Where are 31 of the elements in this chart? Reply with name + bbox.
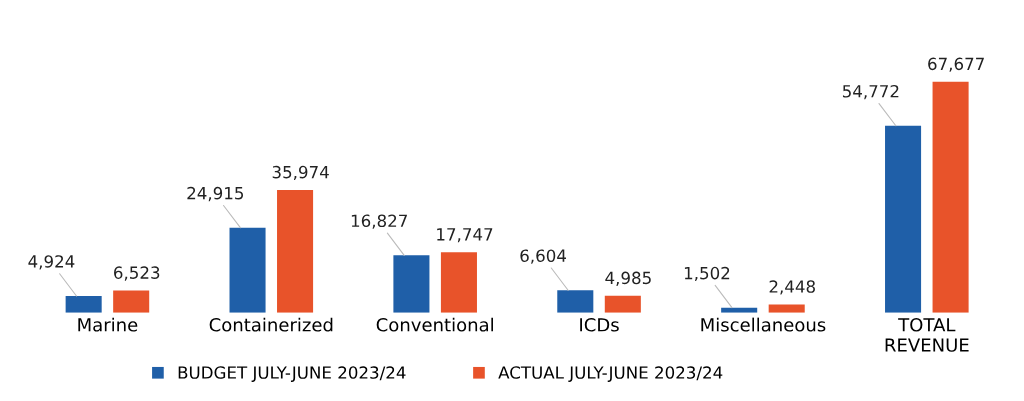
bar xyxy=(604,295,641,313)
x-tick-label: TOTAL REVENUE xyxy=(885,317,969,352)
bar xyxy=(65,295,102,313)
data-label: 67,677 xyxy=(928,57,984,72)
legend-label: ACTUAL JULY-JUNE 2023/24 xyxy=(498,366,723,382)
bar xyxy=(393,255,430,313)
data-label: 54,772 xyxy=(842,84,899,100)
bar xyxy=(932,81,969,313)
data-label: 16,827 xyxy=(351,214,407,229)
x-tick-label: Containerized xyxy=(209,317,333,332)
x-tick-label: Miscellaneous xyxy=(701,317,826,332)
data-label: 1,502 xyxy=(684,266,730,282)
bar xyxy=(113,290,150,313)
data-label: 4,924 xyxy=(28,255,75,270)
bar xyxy=(768,304,805,313)
data-label: 2,448 xyxy=(769,280,815,295)
data-label: 35,974 xyxy=(272,165,329,181)
data-label: 24,915 xyxy=(187,186,244,202)
data-label: 6,604 xyxy=(520,249,567,264)
data-label: 4,985 xyxy=(605,271,651,286)
bar xyxy=(557,290,594,313)
bar xyxy=(229,227,266,313)
legend-label: BUDGET JULY-JUNE 2023/24 xyxy=(178,366,406,382)
x-tick-label: ICDs xyxy=(580,317,619,332)
x-tick-label: Conventional xyxy=(376,317,493,332)
bar xyxy=(277,189,314,313)
x-tick-label: Marine xyxy=(78,317,138,332)
bar xyxy=(885,125,922,313)
data-label: 17,747 xyxy=(437,228,493,243)
bar xyxy=(440,252,477,313)
data-label: 6,523 xyxy=(114,266,160,281)
